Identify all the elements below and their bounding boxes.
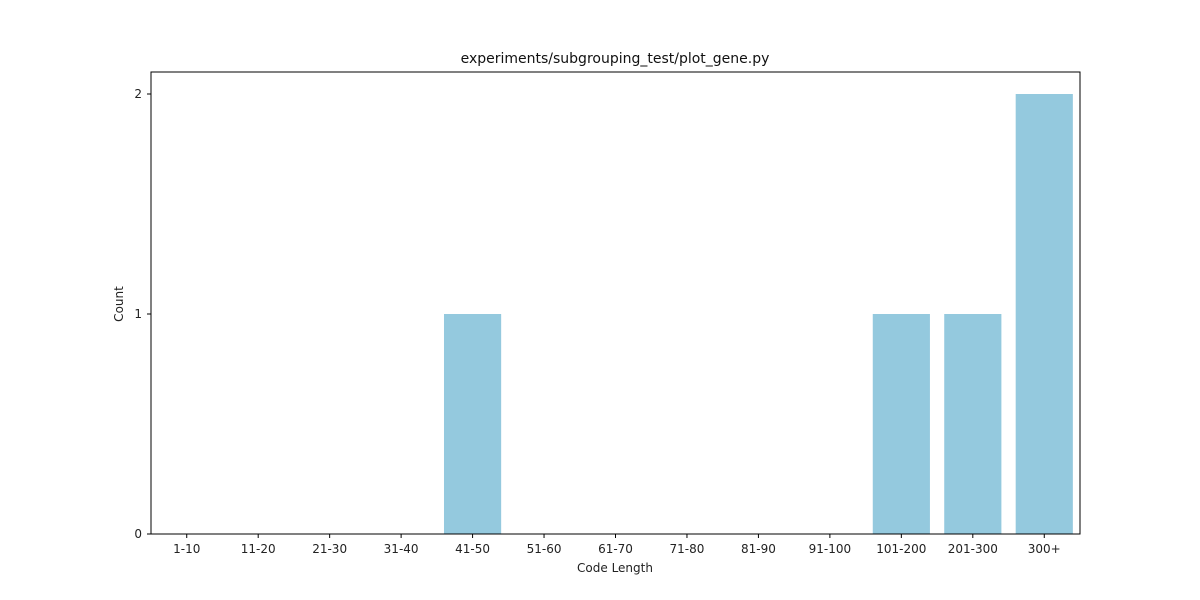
y-axis-label: Count [112,286,126,322]
x-tick-label: 91-100 [809,542,852,556]
bar-41-50 [443,314,502,534]
x-tick-label: 41-50 [455,542,490,556]
x-tick-label: 31-40 [384,542,419,556]
x-tick-label: 81-90 [741,542,776,556]
chart-title: experiments/subgrouping_test/plot_gene.p… [461,51,770,67]
bar-300+ [1015,94,1073,534]
bar-201-300 [944,314,1002,534]
x-axis-ticks: 1-10 11-20 21-30 31-40 41-50 51-60 61-70 71-80 8… [173,534,1061,556]
x-tick-label: 11-20 [241,542,276,556]
y-tick-label: 1 [134,307,142,321]
x-tick-label: 300+ [1028,542,1061,556]
plot-frame [150,71,1081,535]
x-tick-label: 21-30 [312,542,347,556]
y-axis-ticks: 0 1 2 [134,87,151,541]
x-axis-label: Code Length [577,561,653,575]
y-tick-label: 2 [134,87,142,101]
x-tick-label: 101-200 [876,542,926,556]
bars-layer [443,94,1073,534]
x-tick-label: 51-60 [527,542,562,556]
bar-101-200 [872,314,930,534]
x-tick-label: 61-70 [598,542,633,556]
y-tick-label: 0 [134,527,142,541]
x-tick-label: 201-300 [948,542,998,556]
x-tick-label: 1-10 [173,542,200,556]
x-tick-label: 71-80 [670,542,705,556]
